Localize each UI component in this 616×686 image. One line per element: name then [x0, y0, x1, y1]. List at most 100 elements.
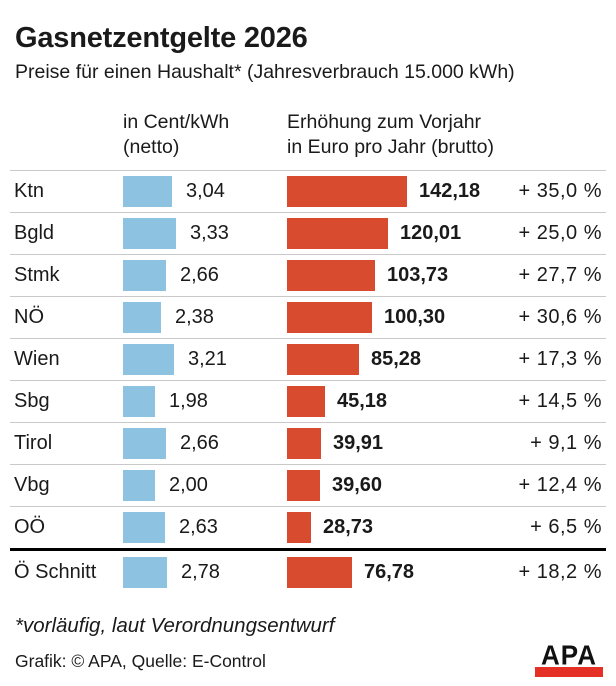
euro-bar	[287, 218, 388, 249]
row-region-label: Bgld	[14, 222, 55, 244]
cent-value: 2,78	[181, 561, 220, 583]
euro-column: 39,91	[287, 428, 510, 459]
row-region-label: Ö Schnitt	[14, 561, 97, 583]
row-region-label: OÖ	[14, 516, 46, 538]
apa-logo-text: APA	[541, 639, 597, 671]
cent-column: 2,66	[123, 428, 287, 459]
cent-bar	[123, 344, 174, 375]
row-region-label: Tirol	[14, 432, 53, 454]
column-header-cent-line2: (netto)	[123, 136, 180, 158]
table-row: NÖ 2,38 100,30 + 30,6 %	[10, 296, 606, 338]
chart-table: Ktn 3,04 142,18 + 35,0 % Bgld 3,33 120,0…	[10, 170, 606, 594]
euro-bar	[287, 470, 320, 501]
table-row: Vbg 2,00 39,60 + 12,4 %	[10, 464, 606, 506]
euro-bar	[287, 512, 311, 543]
euro-value: 103,73	[387, 264, 449, 286]
cent-value: 3,33	[190, 222, 229, 244]
percent-value: + 17,3 %	[518, 348, 602, 370]
cent-value: 2,66	[180, 432, 219, 454]
cent-column: 2,78	[123, 557, 287, 588]
cent-bar	[123, 557, 167, 588]
cent-value: 2,00	[169, 474, 208, 496]
table-row: Sbg 1,98 45,18 + 14,5 %	[10, 380, 606, 422]
percent-value: + 14,5 %	[518, 390, 602, 412]
cent-value: 3,04	[186, 180, 225, 202]
page-title: Gasnetzentgelte 2026	[15, 22, 308, 54]
table-row: Tirol 2,66 39,91 + 9,1 %	[10, 422, 606, 464]
euro-value: 39,60	[332, 474, 383, 496]
euro-bar	[287, 260, 375, 291]
row-region-label: Stmk	[14, 264, 60, 286]
euro-value: 142,18	[419, 180, 481, 202]
row-region-label: Ktn	[14, 180, 45, 202]
euro-value: 120,01	[400, 222, 462, 244]
cent-column: 3,21	[123, 344, 287, 375]
table-row: Stmk 2,66 103,73 + 27,7 %	[10, 254, 606, 296]
cent-column: 2,00	[123, 470, 287, 501]
column-header-cent-line1: in Cent/kWh	[123, 111, 230, 133]
percent-value: + 18,2 %	[518, 561, 602, 583]
cent-column: 3,04	[123, 176, 287, 207]
table-row: Bgld 3,33 120,01 + 25,0 %	[10, 212, 606, 254]
euro-column: 100,30	[287, 302, 510, 333]
cent-column: 2,63	[123, 512, 287, 543]
euro-value: 85,28	[371, 348, 422, 370]
euro-value: 28,73	[323, 516, 374, 538]
cent-value: 1,98	[169, 390, 208, 412]
cent-column: 1,98	[123, 386, 287, 417]
euro-bar	[287, 302, 372, 333]
table-row: Ktn 3,04 142,18 + 35,0 %	[10, 170, 606, 212]
cent-bar	[123, 176, 172, 207]
percent-value: + 25,0 %	[518, 222, 602, 244]
cent-bar	[123, 428, 166, 459]
euro-column: 103,73	[287, 260, 510, 291]
apa-logo: APA	[535, 639, 603, 677]
euro-bar	[287, 428, 321, 459]
cent-bar	[123, 470, 155, 501]
percent-value: + 6,5 %	[530, 516, 602, 538]
row-region-label: Wien	[14, 348, 60, 370]
column-header-cent: in Cent/kWh (netto)	[123, 110, 229, 160]
percent-value: + 27,7 %	[518, 264, 602, 286]
euro-column: 76,78	[287, 557, 510, 588]
cent-column: 2,66	[123, 260, 287, 291]
footnote: *vorläufig, laut Verordnungsentwurf	[15, 614, 335, 637]
euro-column: 45,18	[287, 386, 510, 417]
percent-value: + 9,1 %	[530, 432, 602, 454]
row-region-label: NÖ	[14, 306, 44, 328]
euro-bar	[287, 557, 352, 588]
table-row: Ö Schnitt 2,78 76,78 + 18,2 %	[10, 548, 606, 594]
table-row: Wien 3,21 85,28 + 17,3 %	[10, 338, 606, 380]
euro-bar	[287, 176, 407, 207]
cent-value: 3,21	[188, 348, 227, 370]
cent-bar	[123, 512, 165, 543]
column-header-euro-line2: in Euro pro Jahr (brutto)	[287, 136, 495, 158]
cent-column: 2,38	[123, 302, 287, 333]
percent-value: + 12,4 %	[518, 474, 602, 496]
euro-column: 28,73	[287, 512, 510, 543]
cent-bar	[123, 260, 166, 291]
page-subtitle: Preise für einen Haushalt* (Jahresverbra…	[15, 61, 515, 83]
euro-value: 45,18	[337, 390, 388, 412]
cent-value: 2,38	[175, 306, 214, 328]
apa-logo-red-bar	[535, 667, 603, 677]
percent-value: + 35,0 %	[518, 180, 602, 202]
column-header-euro: Erhöhung zum Vorjahr in Euro pro Jahr (br…	[287, 110, 494, 160]
cent-value: 2,66	[180, 264, 219, 286]
cent-bar	[123, 386, 155, 417]
euro-value: 39,91	[333, 432, 384, 454]
euro-value: 100,30	[384, 306, 446, 328]
credit-line: Grafik: © APA, Quelle: E-Control	[15, 651, 266, 671]
euro-bar	[287, 344, 359, 375]
cent-column: 3,33	[123, 218, 287, 249]
euro-bar	[287, 386, 325, 417]
percent-value: + 30,6 %	[518, 306, 602, 328]
cent-bar	[123, 302, 161, 333]
euro-column: 120,01	[287, 218, 510, 249]
row-region-label: Vbg	[14, 474, 50, 496]
euro-value: 76,78	[364, 561, 415, 583]
table-row: OÖ 2,63 28,73 + 6,5 %	[10, 506, 606, 548]
euro-column: 39,60	[287, 470, 510, 501]
row-region-label: Sbg	[14, 390, 50, 412]
cent-value: 2,63	[179, 516, 218, 538]
